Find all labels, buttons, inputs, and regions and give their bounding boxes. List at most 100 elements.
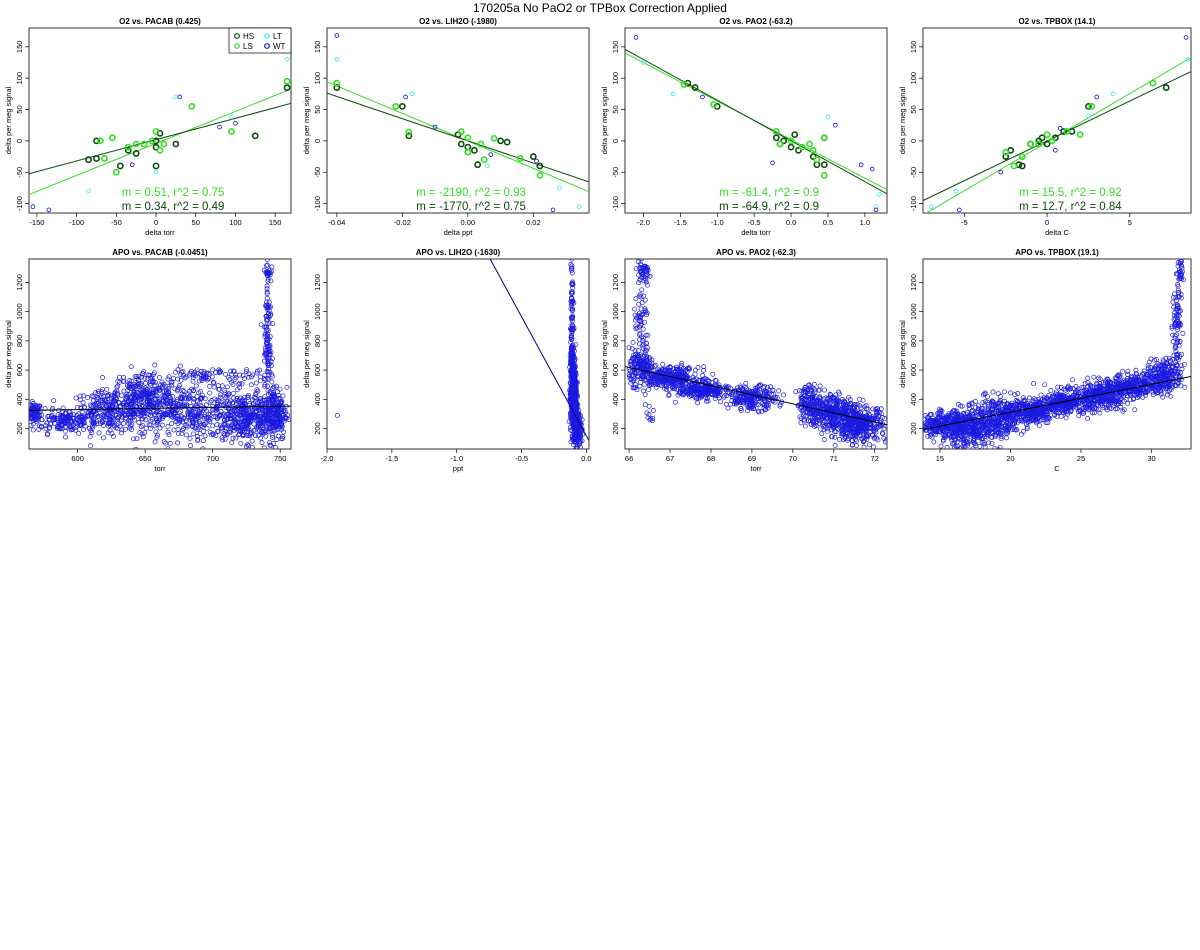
data-point-ls — [140, 140, 148, 148]
data-point-apo — [225, 374, 231, 380]
data-point-apo — [875, 406, 881, 412]
data-point-apo — [641, 388, 646, 394]
y-tick-label: 800 — [909, 335, 918, 348]
data-point-apo — [141, 369, 147, 375]
data-point-apo — [690, 374, 696, 380]
data-point-apo — [679, 364, 684, 370]
x-tick-label: 0.02 — [526, 218, 541, 227]
data-point-apo — [802, 388, 807, 394]
fit-line — [29, 102, 291, 175]
data-point-apo — [222, 388, 228, 394]
data-point-apo — [846, 422, 852, 428]
data-point-apo — [118, 430, 124, 436]
x-tick-label: -1.0 — [711, 218, 724, 227]
data-point-apo — [573, 342, 579, 347]
data-point-apo — [880, 431, 886, 437]
data-point-apo — [240, 416, 246, 422]
data-point-apo — [627, 375, 633, 381]
data-point-apo — [671, 366, 677, 372]
y-tick-label: 400 — [909, 393, 918, 406]
data-point-apo — [200, 429, 206, 434]
data-point-ls — [1018, 153, 1026, 160]
x-tick-label: 0 — [154, 218, 158, 227]
data-point-apo — [33, 416, 39, 422]
data-point-apo — [701, 385, 707, 391]
data-point-apo — [767, 387, 773, 393]
data-point-ls — [333, 79, 341, 87]
data-point-apo — [182, 375, 188, 381]
data-point-apo — [819, 431, 825, 437]
data-point-apo — [263, 413, 269, 418]
data-point-apo — [857, 403, 863, 409]
data-point-apo — [123, 415, 129, 421]
data-point-apo — [569, 315, 575, 321]
data-point-apo — [875, 424, 881, 430]
data-point-apo — [102, 398, 108, 404]
fit-line — [29, 405, 291, 411]
data-point-apo — [830, 424, 836, 430]
data-point-apo — [644, 370, 650, 376]
x-axis-label: torr — [154, 464, 166, 473]
data-point-apo — [675, 392, 681, 398]
data-point-apo — [153, 412, 159, 418]
data-point-apo — [847, 397, 853, 403]
data-point-apo — [224, 393, 230, 399]
data-point-apo — [264, 263, 269, 269]
data-point-apo — [101, 413, 107, 419]
data-point-apo — [233, 435, 239, 441]
data-point-apo — [244, 406, 250, 412]
data-point-apo — [776, 388, 782, 394]
data-point-apo — [205, 414, 211, 420]
data-point-apo — [266, 377, 271, 382]
data-point-apo — [264, 283, 270, 289]
data-point-apo — [716, 389, 722, 395]
data-point-apo — [93, 390, 99, 396]
data-point-apo — [179, 391, 185, 397]
data-point-apo — [210, 367, 215, 373]
x-tick-label: 68 — [707, 454, 715, 463]
data-point-apo — [569, 289, 574, 295]
data-point-apo — [871, 416, 876, 422]
data-point-apo — [221, 401, 227, 407]
data-point-apo — [703, 387, 709, 392]
x-tick-label: -0.02 — [394, 218, 411, 227]
data-point-apo — [252, 395, 258, 401]
data-point-apo — [106, 403, 112, 409]
y-tick-label: 150 — [611, 41, 620, 54]
data-point-wt — [833, 122, 838, 128]
data-point-apo — [678, 362, 684, 368]
data-point-apo — [216, 367, 222, 373]
y-tick-label: 1200 — [15, 274, 24, 291]
data-point-apo — [774, 395, 780, 401]
data-point-apo — [248, 382, 254, 388]
y-tick-label: 0 — [909, 139, 918, 143]
data-point-apo — [767, 395, 772, 401]
y-tick-label: 600 — [611, 364, 620, 377]
data-point-hs — [1162, 84, 1170, 91]
data-point-apo — [230, 412, 236, 418]
panel-3: O2 vs. PAO2 (-63.2)-2.0 -1.5 -1.0 -0.5 0.0 0.… — [600, 17, 888, 237]
data-point-apo — [168, 401, 174, 407]
data-point-apo — [149, 376, 155, 382]
data-point-apo — [215, 429, 221, 434]
data-point-apo — [263, 427, 269, 433]
data-point-ls — [772, 128, 780, 135]
data-point-apo — [121, 420, 127, 426]
data-point-apo — [95, 401, 101, 406]
x-axis-label: delta torr — [741, 228, 771, 237]
data-point-lt — [873, 204, 879, 210]
data-point-ls — [405, 128, 413, 136]
data-point-apo — [115, 392, 121, 398]
y-tick-label: 400 — [313, 393, 322, 406]
data-point-apo — [260, 424, 266, 430]
data-point-apo — [770, 387, 776, 393]
x-tick-label: -0.5 — [748, 218, 761, 227]
data-point-hs — [405, 132, 413, 140]
data-point-apo — [115, 390, 121, 396]
data-point-apo — [73, 427, 79, 433]
panel-title: O2 vs. TPBOX (14.1) — [1019, 17, 1096, 26]
fit-line — [625, 48, 887, 195]
data-point-apo — [266, 349, 272, 355]
x-axis-label: delta C — [1045, 228, 1069, 237]
y-tick-label: 800 — [611, 335, 620, 348]
